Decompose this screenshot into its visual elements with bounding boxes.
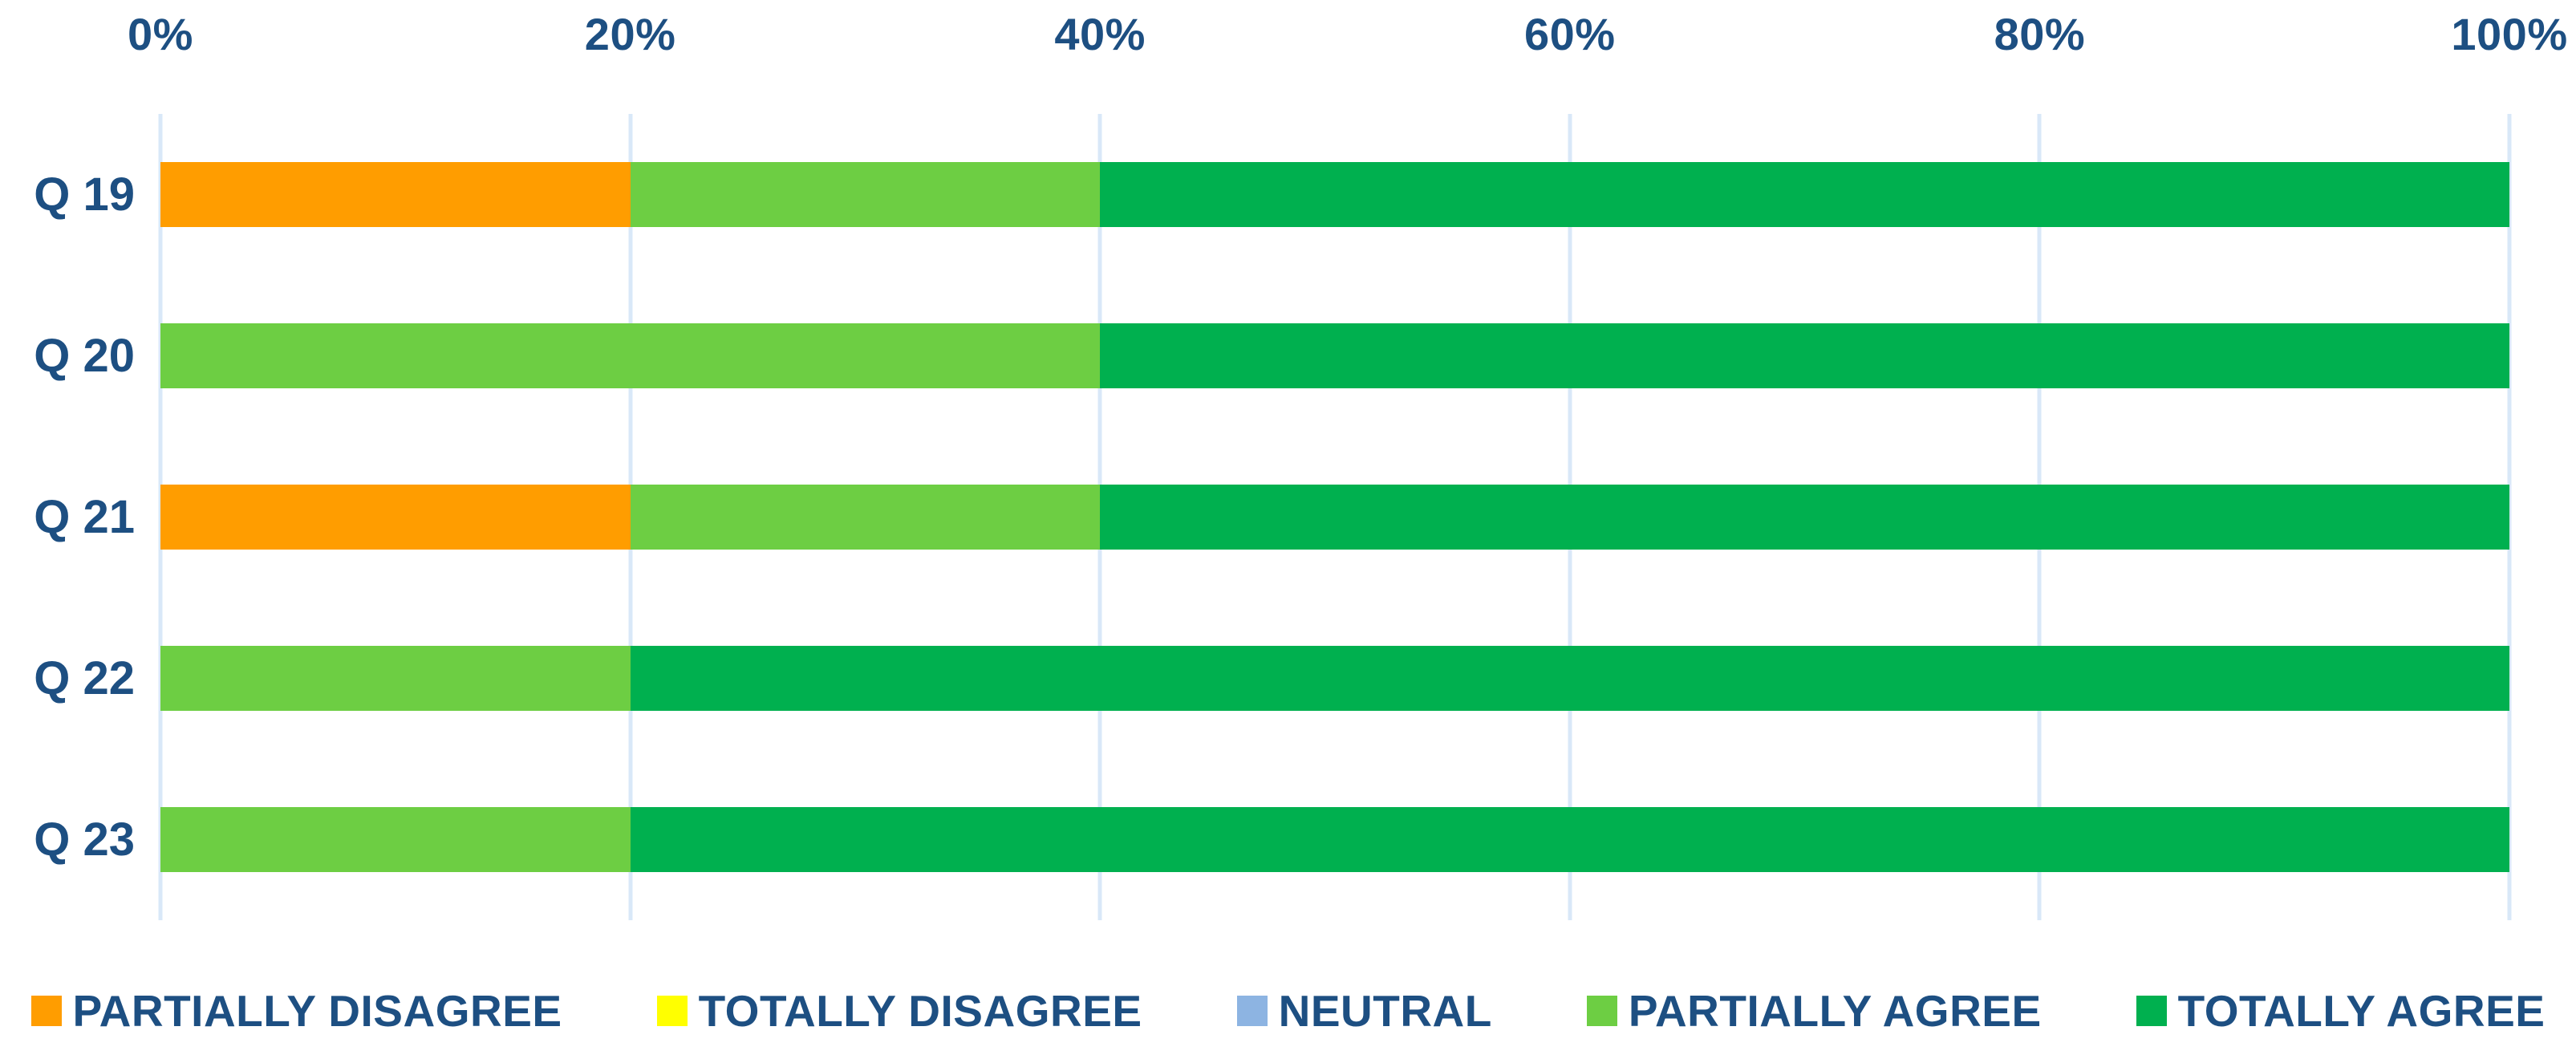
legend-item: TOTALLY DISAGREE	[656, 985, 1142, 1037]
stacked-bar	[160, 485, 2509, 550]
legend-item: PARTIALLY DISAGREE	[30, 985, 562, 1037]
stacked-bar	[160, 323, 2509, 388]
x-tick-label: 100%	[2451, 9, 2568, 59]
legend-swatch-icon	[1586, 996, 1617, 1026]
bar-segment	[630, 646, 2509, 711]
bar-row	[160, 759, 2509, 920]
category-label: Q 20	[34, 330, 135, 382]
bar-segment	[160, 646, 631, 711]
legend-label: PARTIALLY AGREE	[1628, 986, 2042, 1036]
bar-row	[160, 436, 2509, 598]
legend-item: PARTIALLY AGREE	[1586, 985, 2042, 1037]
category-label: Q 23	[34, 814, 135, 866]
x-tick-label: 40%	[1054, 9, 1146, 59]
stacked-bar	[160, 162, 2509, 227]
gridline	[2507, 114, 2512, 920]
bar-segment	[630, 807, 2509, 872]
legend-item: NEUTRAL	[1236, 985, 1492, 1037]
legend-swatch-icon	[1236, 996, 1268, 1026]
bar-segment	[160, 162, 631, 227]
bar-row	[160, 114, 2509, 275]
legend-label: TOTALLY DISAGREE	[698, 986, 1142, 1036]
category-label: Q 22	[34, 652, 135, 704]
bar-segment	[160, 323, 1101, 388]
bar-segment	[630, 162, 1101, 227]
bar-segment	[160, 485, 631, 550]
plot-area	[158, 114, 2512, 920]
category-label: Q 21	[34, 491, 135, 543]
x-axis: 0% 20% 40% 60% 80% 100%	[0, 0, 2576, 72]
bar-row	[160, 275, 2509, 436]
legend-label: NEUTRAL	[1278, 986, 1492, 1036]
stacked-bar	[160, 807, 2509, 872]
legend-swatch-icon	[656, 996, 688, 1026]
bar-segment	[1100, 162, 2509, 227]
category-label: Q 19	[34, 168, 135, 221]
x-tick-label: 0%	[128, 9, 193, 59]
legend: PARTIALLY DISAGREE TOTALLY DISAGREE NEUTRA…	[0, 985, 2576, 1037]
legend-item: TOTALLY AGREE	[2136, 985, 2546, 1037]
stacked-bar	[160, 646, 2509, 711]
legend-swatch-icon	[30, 996, 62, 1026]
bar-segment	[630, 485, 1101, 550]
legend-swatch-icon	[2136, 996, 2167, 1026]
legend-label: TOTALLY AGREE	[2177, 986, 2546, 1036]
x-tick-label: 80%	[1994, 9, 2086, 59]
bar-segment	[160, 807, 631, 872]
bar-segment	[1100, 485, 2509, 550]
x-tick-label: 20%	[584, 9, 676, 59]
bar-row	[160, 598, 2509, 759]
legend-label: PARTIALLY DISAGREE	[72, 986, 562, 1036]
bar-segment	[1100, 323, 2509, 388]
x-tick-label: 60%	[1524, 9, 1616, 59]
